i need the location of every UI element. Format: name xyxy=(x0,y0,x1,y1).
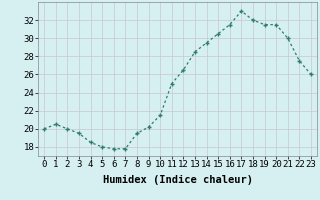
X-axis label: Humidex (Indice chaleur): Humidex (Indice chaleur) xyxy=(103,175,252,185)
